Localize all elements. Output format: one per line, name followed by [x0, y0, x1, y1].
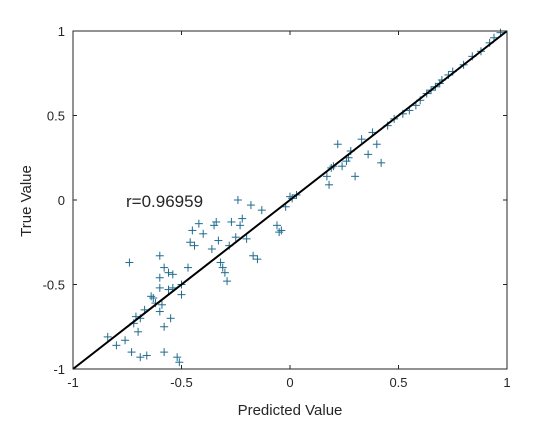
- data-point: [377, 158, 386, 167]
- data-point: [199, 229, 208, 238]
- y-tick-label: 1: [58, 24, 65, 39]
- data-point: [136, 353, 145, 362]
- data-point: [227, 217, 236, 226]
- data-point: [231, 233, 240, 242]
- data-point: [333, 140, 342, 149]
- data-point: [164, 268, 173, 277]
- data-point: [236, 221, 245, 230]
- data-point: [186, 238, 195, 247]
- data-point: [155, 283, 164, 292]
- x-tick-label: 0.5: [389, 375, 407, 390]
- data-point: [112, 341, 121, 350]
- data-point: [277, 226, 286, 235]
- fit-line-group: [72, 30, 508, 370]
- data-point: [155, 307, 164, 316]
- data-point: [125, 258, 134, 267]
- data-point: [160, 322, 169, 331]
- x-axis-label: Predicted Value: [238, 402, 343, 419]
- data-point: [149, 294, 158, 303]
- data-point: [155, 273, 164, 282]
- data-point: [210, 221, 219, 230]
- data-point: [357, 135, 366, 144]
- data-point: [194, 219, 203, 228]
- data-point: [155, 251, 164, 260]
- data-point: [257, 206, 266, 215]
- data-point: [166, 314, 175, 323]
- x-tick-label: -0.5: [170, 375, 192, 390]
- data-point: [218, 263, 227, 272]
- y-tick-label: 0.5: [47, 109, 65, 124]
- tick-labels: -1 -0.5 0 0.5 1 -1 -0.5 0 0.5 1: [43, 24, 511, 390]
- data-point: [207, 245, 216, 254]
- data-point: [160, 263, 169, 272]
- data-point: [249, 251, 258, 260]
- data-point: [338, 162, 347, 171]
- y-tick-label: -1: [53, 362, 65, 377]
- data-point: [160, 348, 169, 357]
- data-point: [168, 270, 177, 279]
- data-point: [173, 353, 182, 362]
- x-tick-label: -1: [67, 375, 79, 390]
- data-point: [238, 214, 247, 223]
- data-point: [275, 228, 284, 237]
- y-tick-label: 0: [58, 193, 65, 208]
- data-point: [233, 196, 242, 204]
- data-point: [121, 336, 130, 345]
- fit-line: [72, 30, 508, 370]
- data-markers: [103, 28, 505, 367]
- data-point: [175, 358, 184, 367]
- y-axis-label: True Value: [18, 165, 35, 237]
- data-point: [127, 348, 136, 357]
- data-point: [220, 268, 229, 277]
- data-point: [142, 351, 151, 360]
- data-point: [184, 263, 193, 272]
- y-tick-label: -0.5: [43, 278, 65, 293]
- data-point: [242, 234, 251, 243]
- data-point: [322, 172, 331, 181]
- data-point: [157, 300, 166, 309]
- data-point: [325, 180, 334, 189]
- data-point: [134, 327, 143, 336]
- data-point: [147, 292, 156, 301]
- data-point: [253, 255, 262, 264]
- data-point: [212, 217, 221, 226]
- data-point: [372, 140, 381, 149]
- data-point: [164, 285, 173, 294]
- x-tick-label: 0: [286, 375, 293, 390]
- r-annotation: r=0.96959: [126, 192, 203, 211]
- x-tick-label: 1: [503, 375, 510, 390]
- data-point: [103, 332, 112, 341]
- data-point: [190, 241, 199, 250]
- data-point: [223, 277, 232, 286]
- data-point: [188, 226, 197, 235]
- data-point: [216, 258, 225, 267]
- data-point: [177, 290, 186, 299]
- data-point: [246, 201, 255, 210]
- data-point: [364, 150, 373, 159]
- data-point: [351, 172, 360, 181]
- data-point: [214, 236, 223, 245]
- axes-frame: [72, 30, 508, 370]
- data-point: [272, 221, 281, 230]
